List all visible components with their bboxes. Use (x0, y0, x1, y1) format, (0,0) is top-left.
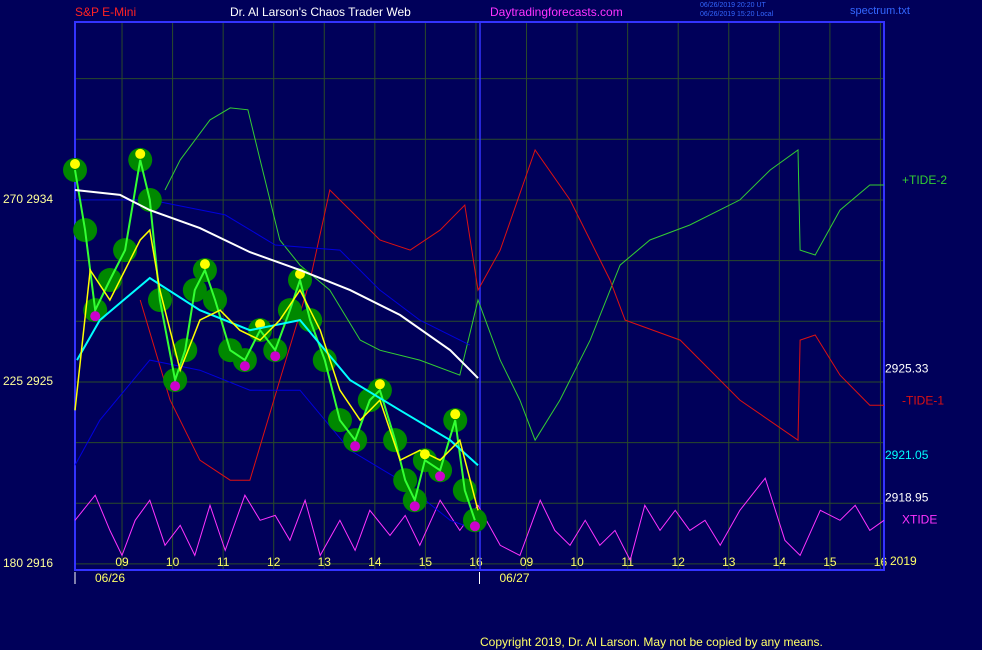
series-line (139, 148, 884, 481)
timestamp: 06/26/2019 20:20 UT (700, 2, 766, 9)
x-tick-label: 14 (773, 555, 787, 569)
price-dot (374, 379, 385, 390)
series-line (74, 228, 479, 511)
plot-frame (74, 21, 885, 571)
y-tick-label: 225 2925 (3, 374, 53, 388)
x-tick-label: 11 (621, 555, 634, 569)
x-tick-label: 11 (217, 555, 230, 569)
x-tick-label: 09 (520, 555, 534, 569)
price-dot (170, 381, 181, 392)
price-dot (199, 259, 210, 270)
file-name: spectrum.txt (850, 5, 910, 17)
y-tick-label: 180 2916 (3, 556, 53, 570)
x-tick-label: 16 (469, 555, 483, 569)
y-tick-label: 270 2934 (3, 192, 53, 206)
series-line (164, 107, 884, 442)
x-tick-label: 10 (570, 555, 584, 569)
price-dot (70, 159, 80, 170)
price-dot (135, 148, 146, 159)
x-tick-label: 16 (874, 555, 888, 569)
timestamp: 06/26/2019 15:20 Local (700, 11, 774, 18)
price-dot (435, 471, 446, 482)
x-tick-label: 14 (368, 555, 382, 569)
price-dot (450, 409, 461, 420)
series-line (74, 189, 479, 379)
price-dot (90, 311, 101, 322)
x-tick-label: 15 (419, 555, 433, 569)
last-value-label: 2925.33 (885, 361, 929, 375)
x-tick-label: 12 (672, 555, 686, 569)
price-dot (350, 441, 361, 452)
price-dot (469, 521, 480, 532)
series-line (75, 199, 471, 346)
series-label: XTIDE (902, 512, 937, 526)
price-line (74, 159, 476, 521)
x-tick-label: 12 (267, 555, 281, 569)
copyright: Copyright 2019, Dr. Al Larson. May not b… (480, 635, 823, 649)
x-tick-label: 13 (318, 555, 332, 569)
last-value-label: 2918.95 (885, 490, 929, 504)
price-dot (239, 361, 250, 372)
x-tick-label: 15 (823, 555, 837, 569)
year: 2019 (890, 554, 917, 568)
site: Daytradingforecasts.com (490, 5, 623, 19)
price-dot (270, 351, 281, 362)
date-label: 06/27 (500, 571, 530, 585)
series-label: -TIDE-1 (902, 393, 944, 407)
price-dot (409, 501, 420, 512)
symbol: S&P E-Mini (75, 5, 136, 19)
chart-title: Dr. Al Larson's Chaos Trader Web (230, 5, 411, 19)
x-tick-label: 13 (722, 555, 736, 569)
date-label: 06/26 (95, 571, 125, 585)
series-label: +TIDE-2 (902, 173, 947, 187)
plot-area: 09 10 11 12 13 14 15 16 09 10 11 12 13 14 15 16 180 2916… (3, 21, 947, 585)
last-value-label: 2921.05 (885, 448, 929, 462)
x-tick-label: 10 (166, 555, 180, 569)
x-tick-label: 09 (115, 555, 129, 569)
